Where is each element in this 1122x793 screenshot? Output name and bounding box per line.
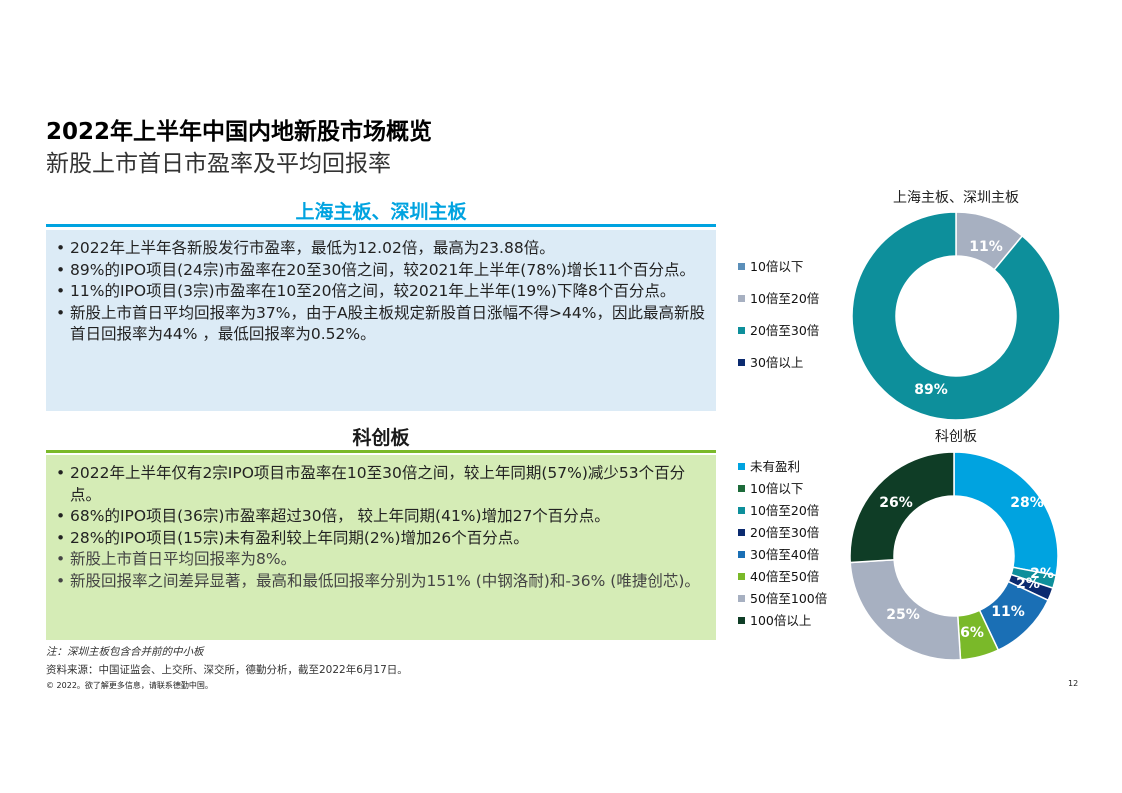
donut-chart-star-market: 28% 2%2% 11% 6% 25% 26% [849,451,1059,661]
legend-label: 30倍至40倍 [750,547,820,562]
section-title-main-board: 上海主板、深圳主板 [295,201,467,223]
legend-swatch [738,263,745,270]
footnote: 注：深圳主板包含合并前的中小板 [46,646,204,658]
main-board-summary-box: 2022年上半年各新股发行市盈率，最低为12.02倍，最高为23.88倍。 89… [46,230,716,411]
legend-swatch [738,551,745,558]
bullet-item: 新股上市首日平均回报率为37%，由于A股主板规定新股首日涨幅不得>44%，因此最… [56,303,706,346]
legend-swatch [738,485,745,492]
legend-swatch [738,327,745,334]
bullet-item: 新股回报率之间差异显著，最高和最低回报率分别为151% (中钢洛耐)和-36% … [56,571,706,593]
legend-label: 未有盈利 [750,459,801,474]
legend-label: 20倍至30倍 [750,323,820,338]
legend-label: 10倍以下 [750,481,804,496]
legend-label: 10倍至20倍 [750,503,820,518]
legend-label: 20倍至30倍 [750,525,820,540]
data-label: 2% [1030,566,1054,582]
legend-item: 10倍至20倍 [738,288,819,307]
copyright: © 2022。欲了解更多信息，请联系德勤中国。 [46,681,213,690]
chart-title-main-board: 上海主板、深圳主板 [893,190,1019,206]
donut-chart-main-board: 11% 89% [851,211,1061,421]
legend-swatch [738,359,745,366]
legend-item: 30倍至40倍 [738,544,819,563]
data-label: 11% [969,239,1003,255]
legend-swatch [738,617,745,624]
page-number: 12 [1068,679,1079,688]
donut-slice [849,558,962,661]
legend-swatch [738,295,745,302]
legend-item: 未有盈利 [738,456,800,475]
legend-label: 30倍以上 [750,355,804,370]
legend-item: 30倍以上 [738,352,803,371]
section-title-star-market: 科创板 [352,427,410,449]
page-title: 2022年上半年中国内地新股市场概览 [46,119,433,145]
bullet-item: 28%的IPO项目(15宗)未有盈利较上年同期(2%)增加26个百分点。 [56,528,706,550]
bullet-item: 89%的IPO项目(24宗)市盈率在20至30倍之间，较2021年上半年(78%… [56,260,706,282]
chart-legend-star-market: 未有盈利 10倍以下 10倍至20倍 20倍至30倍 30倍至40倍 40倍至50倍 50倍… [738,456,848,636]
legend-item: 40倍至50倍 [738,566,819,585]
source-note: 资料来源：中国证监会、上交所、深交所，德勤分析，截至2022年6月17日。 [46,664,408,676]
legend-swatch [738,573,745,580]
data-label: 26% [879,495,913,511]
donut-slice [851,211,1061,421]
bullet-item: 68%的IPO项目(36宗)市盈率超过30倍， 较上年同期(41%)增加27个百… [56,506,706,528]
legend-swatch [738,507,745,514]
legend-label: 100倍以上 [750,613,812,628]
legend-item: 10倍以下 [738,478,803,497]
star-market-summary-box: 2022年上半年仅有2宗IPO项目市盈率在10至30倍之间，较上年同期(57%)… [46,455,716,640]
bullet-item: 2022年上半年各新股发行市盈率，最低为12.02倍，最高为23.88倍。 [56,238,706,260]
bullet-item: 11%的IPO项目(3宗)市盈率在10至20倍之间，较2021年上半年(19%)… [56,281,706,303]
legend-label: 50倍至100倍 [750,591,828,606]
chart-title-star-market: 科创板 [935,429,977,445]
page-subtitle: 新股上市首日市盈率及平均回报率 [46,151,391,177]
donut-slice [953,451,1059,577]
data-label: 11% [991,604,1025,620]
chart-legend-main-board: 10倍以下 10倍至20倍 20倍至30倍 30倍以上 [738,256,848,376]
legend-swatch [738,463,745,470]
data-label: 28% [1010,495,1044,511]
section-rule-main-board [46,224,716,227]
legend-item: 100倍以上 [738,610,811,629]
data-label: 89% [914,382,948,398]
legend-item: 50倍至100倍 [738,588,827,607]
legend-item: 10倍以下 [738,256,803,275]
legend-swatch [738,529,745,536]
legend-item: 20倍至30倍 [738,320,819,339]
legend-item: 20倍至30倍 [738,522,819,541]
bullet-item: 新股上市首日平均回报率为8%。 [56,549,706,571]
data-label: 25% [886,607,920,623]
section-rule-star-market [46,450,716,453]
donut-slice [849,451,955,564]
legend-label: 10倍至20倍 [750,291,820,306]
data-label: 2% [1016,576,1040,592]
legend-label: 10倍以下 [750,259,804,274]
legend-swatch [738,595,745,602]
data-label: 6% [960,625,984,641]
bullet-item: 2022年上半年仅有2宗IPO项目市盈率在10至30倍之间，较上年同期(57%)… [56,463,706,506]
legend-label: 40倍至50倍 [750,569,820,584]
legend-item: 10倍至20倍 [738,500,819,519]
